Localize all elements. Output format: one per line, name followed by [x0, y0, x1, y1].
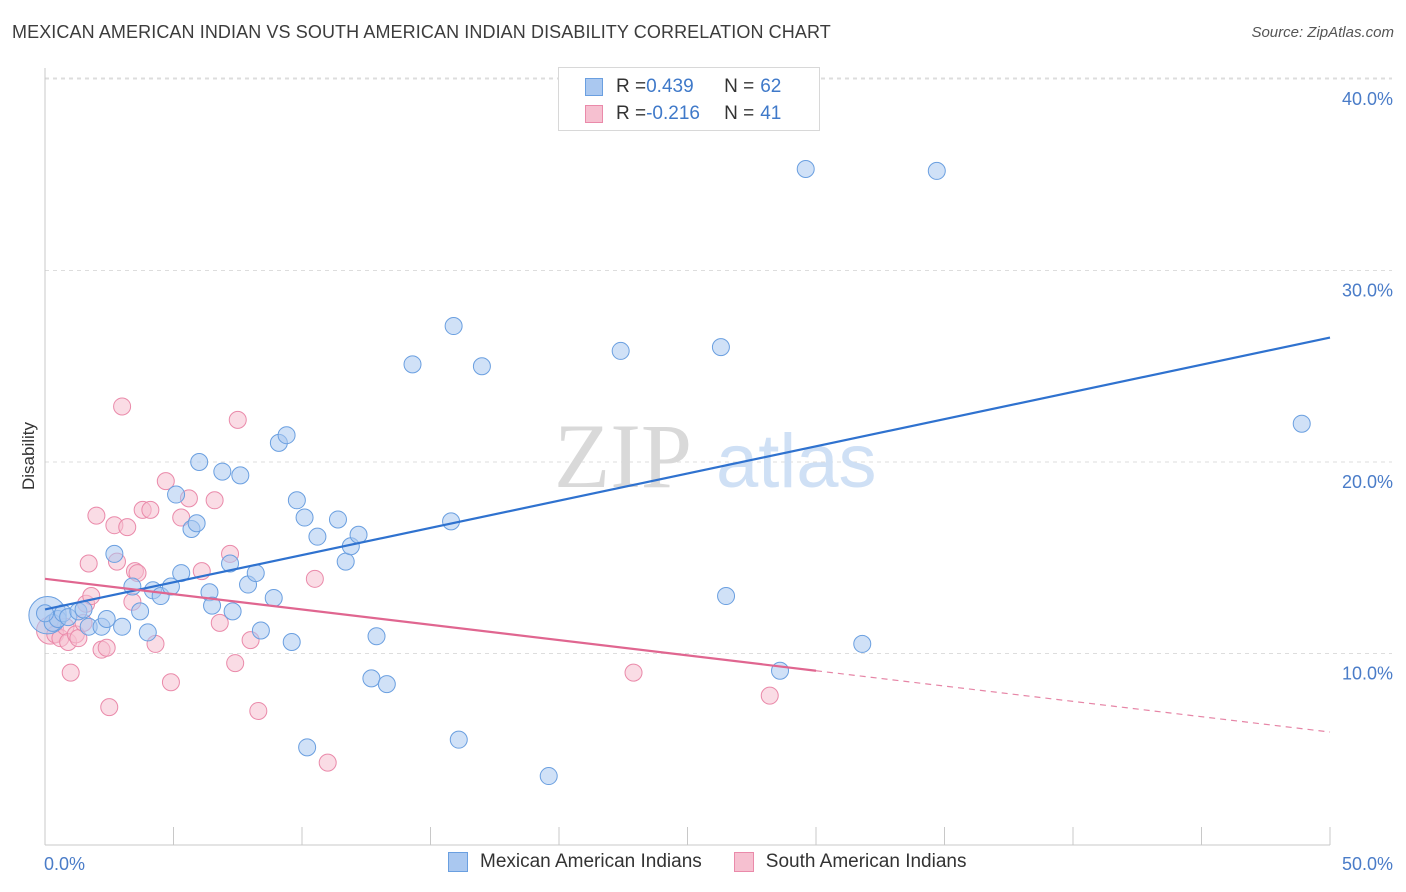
data-point-mexican-american — [362, 669, 381, 688]
data-point-mexican-american — [336, 552, 355, 571]
data-point-south-american — [249, 701, 268, 720]
tick-labels: 10.0% 20.0% 30.0% 40.0% 0.0% 50.0% — [44, 89, 1393, 874]
legend-r-label: R = — [616, 76, 647, 97]
trend-line-south-american — [44, 577, 817, 672]
data-point-mexican-american — [97, 610, 116, 629]
data-point-mexican-american — [1292, 414, 1311, 433]
legend-r-value: -0.216 — [646, 103, 700, 124]
y-axis-label: Disability — [19, 421, 38, 490]
legend-item-mexican[interactable]: Mexican American Indians — [448, 851, 702, 873]
data-point-mexican-american — [711, 338, 730, 357]
data-point-mexican-american — [223, 602, 242, 621]
data-point-mexican-american — [287, 491, 306, 510]
data-point-mexican-american — [308, 527, 327, 546]
chart-title: MEXICAN AMERICAN INDIAN VS SOUTH AMERICA… — [12, 22, 831, 42]
data-point-mexican-american — [277, 426, 296, 445]
legend-label-mexican: Mexican American Indians — [480, 851, 702, 872]
data-point-mexican-american — [131, 602, 150, 621]
y-tick-label: 40.0% — [1342, 89, 1393, 109]
data-point-mexican-american — [717, 587, 736, 606]
data-point-south-american — [205, 491, 224, 510]
watermark-zip: ZIP — [554, 405, 692, 507]
data-point-south-american — [113, 397, 132, 416]
x-tick-label: 0.0% — [44, 854, 85, 874]
legend-swatch-pink — [733, 852, 754, 872]
data-point-south-american — [226, 654, 245, 673]
data-point-south-american — [100, 698, 119, 717]
legend-swatch-blue — [448, 852, 468, 872]
data-point-mexican-american — [251, 621, 270, 640]
y-tick-label: 20.0% — [1342, 472, 1393, 492]
legend-swatch-pink — [585, 105, 603, 123]
data-point-mexican-american — [853, 634, 872, 653]
series-legend: Mexican American Indians South American … — [448, 851, 998, 873]
data-point-south-american — [305, 569, 324, 588]
source-label: Source: ZipAtlas.com — [1251, 24, 1394, 41]
legend-n-value: 62 — [760, 76, 782, 97]
y-tick-label: 30.0% — [1342, 281, 1393, 301]
data-point-mexican-american — [282, 633, 301, 652]
data-point-mexican-american — [449, 730, 468, 749]
data-point-south-american — [141, 500, 160, 519]
data-point-mexican-american — [167, 485, 186, 504]
data-point-mexican-american — [190, 453, 209, 471]
data-point-mexican-american — [187, 514, 206, 533]
data-point-south-american — [87, 506, 106, 525]
data-point-south-american — [118, 518, 137, 537]
legend-row-mexican: R = 0.439 N = 62 — [585, 74, 781, 100]
data-point-south-american — [624, 663, 643, 682]
trend-lines — [44, 336, 1331, 733]
legend-item-south[interactable]: South American Indians — [733, 851, 967, 873]
data-point-mexican-american — [444, 317, 463, 336]
data-point-mexican-american — [377, 675, 396, 694]
trend-line-south-american-extension — [815, 670, 1331, 733]
data-point-south-american — [97, 638, 116, 657]
correlation-legend: R = 0.439 N = 62 R = -0.216 N = 41 — [558, 67, 820, 131]
data-point-mexican-american — [298, 738, 317, 757]
data-point-mexican-american — [927, 161, 946, 180]
legend-swatch-blue — [585, 78, 603, 96]
data-point-mexican-american — [472, 357, 491, 376]
data-point-south-american — [210, 613, 229, 632]
legend-r-value: 0.439 — [646, 76, 694, 97]
data-point-mexican-american — [105, 544, 124, 563]
legend-row-south: R = -0.216 N = 41 — [585, 101, 781, 127]
data-point-south-american — [228, 410, 247, 429]
data-point-mexican-american — [213, 462, 232, 481]
data-point-south-american — [318, 753, 337, 772]
data-point-south-american — [156, 472, 175, 491]
series-south-american-points — [36, 397, 779, 772]
data-point-mexican-american — [231, 466, 250, 485]
legend-n-label: N = — [724, 76, 755, 97]
data-point-mexican-american — [264, 588, 283, 607]
data-point-mexican-american — [203, 596, 222, 615]
legend-n-label: N = — [724, 103, 755, 124]
y-tick-label: 10.0% — [1342, 664, 1393, 684]
watermark: ZIP atlas — [554, 405, 877, 507]
data-point-mexican-american — [349, 525, 368, 544]
legend-r-label: R = — [616, 103, 647, 124]
data-point-mexican-american — [295, 508, 314, 527]
axes — [44, 68, 1331, 846]
data-point-south-american — [61, 663, 80, 682]
data-point-mexican-american — [796, 160, 815, 179]
data-point-mexican-american — [113, 617, 132, 636]
data-point-mexican-american — [138, 623, 157, 642]
legend-n-value: 41 — [760, 103, 782, 124]
data-point-south-american — [760, 686, 779, 705]
series-mexican-american-points — [28, 160, 1311, 786]
legend-label-south: South American Indians — [765, 851, 967, 872]
data-point-south-american — [161, 673, 180, 692]
data-point-mexican-american — [539, 767, 558, 786]
data-point-mexican-american — [328, 510, 347, 529]
data-point-south-american — [79, 554, 98, 573]
x-tick-label: 50.0% — [1342, 854, 1393, 874]
data-point-mexican-american — [367, 627, 386, 646]
data-point-mexican-american — [221, 554, 240, 573]
data-point-mexican-american — [611, 341, 630, 360]
data-point-mexican-american — [403, 355, 422, 374]
trend-line-mexican-american — [44, 336, 1331, 611]
